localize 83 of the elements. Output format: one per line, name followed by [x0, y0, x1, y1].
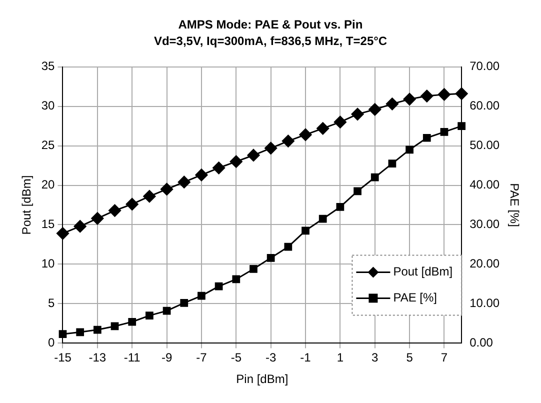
x-tick-label: 7 — [440, 350, 448, 365]
chart-subtitle: Vd=3,5V, Iq=300mA, f=836,5 MHz, T=25°C — [154, 34, 388, 48]
point — [195, 168, 208, 182]
point — [143, 190, 156, 203]
point — [455, 87, 468, 100]
point — [214, 282, 223, 290]
y2-tick-label: 20.00 — [470, 256, 500, 271]
point — [126, 198, 138, 210]
y-tick-label: 30 — [41, 98, 56, 113]
x-tick-label: 5 — [406, 350, 414, 365]
y2-tick-label: 40.00 — [470, 178, 500, 192]
point — [351, 108, 364, 120]
y2-tick-label: 10.00 — [470, 296, 500, 310]
y2-tick-label: 50.00 — [470, 138, 500, 152]
point — [56, 227, 69, 240]
x-tick-label: -7 — [196, 350, 208, 365]
point — [316, 122, 330, 135]
point — [180, 298, 188, 307]
point — [198, 292, 206, 300]
point — [74, 220, 86, 233]
legend-label: PAE [%] — [393, 290, 438, 305]
point — [108, 204, 122, 217]
point — [302, 226, 310, 235]
x-axis-title: Pin [dBm] — [236, 372, 288, 386]
y-tick-label: 15 — [41, 217, 56, 232]
point — [93, 326, 102, 334]
point — [282, 134, 294, 148]
point — [386, 98, 398, 110]
point — [406, 146, 414, 154]
point — [420, 90, 434, 102]
point — [110, 322, 119, 330]
x-tick-label: -11 — [124, 350, 141, 365]
y2-tick-label: 60.00 — [470, 98, 500, 113]
y2-tick-label: 30.00 — [470, 217, 500, 232]
point — [247, 149, 260, 162]
y-tick-label: 25 — [41, 138, 56, 152]
point — [440, 128, 448, 136]
point — [128, 318, 136, 326]
point — [250, 265, 258, 273]
point — [178, 176, 190, 188]
point — [354, 187, 362, 196]
x-tick-label: -9 — [161, 350, 172, 365]
x-tick-label: -3 — [265, 350, 276, 365]
point — [422, 134, 431, 142]
y-tick-label: 0 — [48, 336, 56, 350]
x-tick-label: 1 — [336, 350, 344, 365]
x-tick-label: -1 — [300, 350, 312, 365]
y-tick-label: 35 — [41, 59, 56, 74]
point — [58, 330, 67, 338]
y-axis-title: Pout [dBm] — [20, 175, 34, 235]
point — [76, 328, 84, 336]
y-tick-label: 10 — [41, 256, 56, 271]
y2-tick-label: 70.00 — [470, 59, 500, 74]
point — [370, 173, 379, 182]
point — [264, 142, 278, 154]
point — [318, 214, 327, 223]
x-tick-label: -5 — [230, 350, 242, 365]
point — [91, 212, 104, 225]
point — [146, 312, 154, 320]
point — [368, 103, 382, 116]
y-tick-label: 5 — [48, 296, 56, 310]
point — [232, 275, 240, 284]
x-tick-label: -13 — [88, 350, 106, 365]
y2-axis-title: PAE [%] — [507, 183, 522, 227]
point — [438, 88, 450, 101]
chart-title: AMPS Mode: PAE & Pout vs. Pin — [178, 18, 363, 32]
point — [299, 128, 312, 141]
y-tick-label: 20 — [41, 178, 56, 192]
x-tick-label: -15 — [54, 350, 72, 365]
x-tick-label: 3 — [372, 350, 379, 365]
legend-label: Pout [dBm] — [393, 264, 453, 279]
point — [160, 182, 174, 196]
y2-tick-label: 0.00 — [470, 336, 494, 350]
point — [388, 160, 396, 168]
point — [212, 162, 226, 174]
point — [458, 122, 466, 130]
point — [403, 92, 416, 106]
point — [284, 242, 292, 251]
point — [230, 155, 242, 168]
point — [266, 254, 275, 262]
point — [334, 116, 346, 128]
point — [162, 306, 171, 315]
point — [336, 203, 344, 211]
